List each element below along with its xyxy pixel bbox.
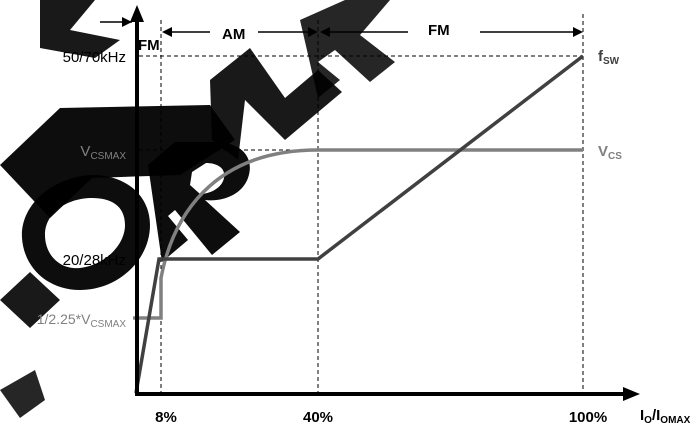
y-tick-vcs-low: 1/2.25*VCSMAX [37,311,127,330]
region-label-fm-right: FM [428,22,450,39]
x-axis-arrow [623,387,640,401]
y-axis-arrow [130,5,144,22]
y-tick-fmax: 50/70kHz [63,49,126,66]
x-axis-label: IO/IOMAX [640,407,691,426]
series-vcs-line [133,148,583,320]
watermark [0,0,395,418]
x-tick-40: 40% [303,409,333,426]
y-tick-fmin: 20/28kHz [63,252,126,269]
series-label-vcs: VCS [598,143,622,162]
region-label-fm-left: FM [138,37,160,54]
x-tick-8: 8% [155,409,177,426]
series-label-fsw: fSW [598,48,620,67]
y-tick-vcsmax: VCSMAX [80,143,126,162]
region-label-am: AM [222,26,245,43]
series-fsw-line [134,54,585,394]
x-tick-100: 100% [569,409,607,426]
dashed-guides [139,14,584,393]
region-markers [100,17,583,37]
axes [130,5,640,401]
